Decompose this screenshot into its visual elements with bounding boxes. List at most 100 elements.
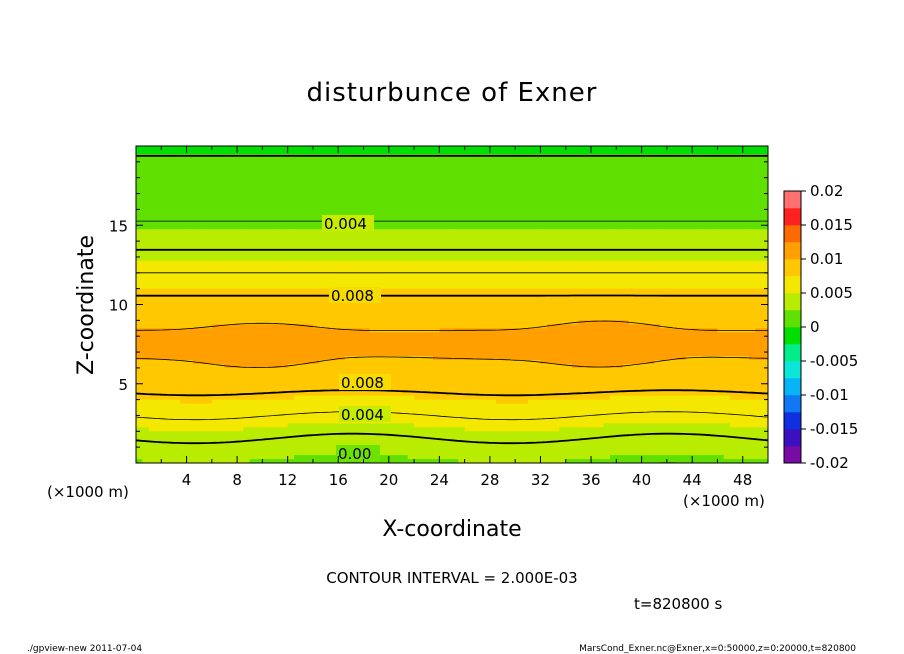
field-cell <box>256 146 263 151</box>
field-cell <box>458 225 466 230</box>
field-cell <box>154 149 162 155</box>
field-cell <box>281 205 289 210</box>
field-cell <box>256 264 263 270</box>
field-cell <box>464 213 472 218</box>
field-cell <box>192 213 200 218</box>
field-cell <box>312 391 320 397</box>
field-cell <box>489 439 497 444</box>
field-cell <box>167 193 175 199</box>
field-cell <box>331 340 339 345</box>
field-cell <box>148 256 156 262</box>
field-cell <box>382 209 390 214</box>
field-cell <box>319 268 327 274</box>
field-cell <box>363 146 371 151</box>
field-cell <box>458 320 466 325</box>
field-cell <box>243 332 251 337</box>
field-cell <box>508 308 516 314</box>
field-cell <box>192 316 200 321</box>
field-cell <box>148 209 156 214</box>
field-cell <box>439 193 447 199</box>
field-cell <box>395 443 403 448</box>
field-cell <box>464 359 472 365</box>
field-cell <box>186 395 194 401</box>
field-cell <box>363 348 371 353</box>
field-cell <box>515 189 523 195</box>
field-cell <box>458 395 466 401</box>
field-cell <box>325 399 333 405</box>
field-cell <box>205 352 213 357</box>
field-cell <box>300 229 308 234</box>
field-cell <box>294 340 301 345</box>
field-cell <box>502 205 510 210</box>
field-cell <box>211 407 219 413</box>
field-cell <box>489 245 497 250</box>
field-cell <box>388 217 396 222</box>
field-cell <box>338 149 346 155</box>
field-cell <box>192 229 200 234</box>
field-cell <box>312 316 320 321</box>
field-cell <box>142 205 150 210</box>
field-cell <box>224 387 232 393</box>
field-cell <box>489 213 497 218</box>
field-cell <box>249 245 257 250</box>
field-cell <box>344 435 352 440</box>
field-cell <box>420 260 428 266</box>
field-cell <box>256 308 263 314</box>
field-cell <box>464 189 472 195</box>
field-cell <box>256 443 263 448</box>
field-cell <box>186 312 194 317</box>
field-cell <box>420 363 428 369</box>
field-cell <box>483 399 491 405</box>
field-cell <box>268 205 276 210</box>
field-cell <box>230 316 238 321</box>
field-cell <box>256 197 263 203</box>
field-cell <box>218 395 226 401</box>
field-cell <box>180 237 188 242</box>
field-cell <box>388 237 396 242</box>
field-cell <box>426 447 434 452</box>
field-cell <box>154 197 162 203</box>
field-cell <box>312 189 320 195</box>
field-cell <box>224 328 232 333</box>
field-cell <box>464 221 472 226</box>
field-cell <box>464 407 472 413</box>
field-cell <box>439 205 447 210</box>
field-cell <box>439 161 447 167</box>
field-cell <box>243 296 251 302</box>
field-cell <box>325 249 333 254</box>
field-cell <box>161 348 169 353</box>
field-cell <box>167 296 175 302</box>
field-cell <box>262 427 270 432</box>
field-cell <box>192 312 200 317</box>
field-cell <box>268 356 276 361</box>
field-cell <box>363 340 371 345</box>
field-cell <box>489 403 497 409</box>
field-cell <box>287 157 295 163</box>
field-cell <box>167 157 175 163</box>
field-cell <box>319 447 327 452</box>
field-cell <box>477 435 485 440</box>
field-cell <box>477 229 485 234</box>
field-cell <box>319 419 327 424</box>
field-cell <box>357 209 365 214</box>
field-cell <box>414 407 421 413</box>
field-cell <box>136 419 143 424</box>
field-cell <box>136 336 143 341</box>
field-cell <box>420 403 428 409</box>
field-cell <box>496 249 504 254</box>
field-cell <box>161 272 169 278</box>
field-cell <box>167 320 175 325</box>
field-cell <box>154 375 162 381</box>
field-cell <box>515 296 523 302</box>
field-cell <box>407 320 415 325</box>
field-cell <box>186 415 194 421</box>
field-cell <box>249 359 257 365</box>
field-cell <box>420 268 428 274</box>
field-cell <box>470 157 478 163</box>
field-cell <box>224 383 232 389</box>
field-cell <box>363 280 371 286</box>
field-cell <box>256 149 263 155</box>
field-cell <box>414 363 421 369</box>
field-cell <box>262 296 270 302</box>
field-cell <box>382 443 390 448</box>
